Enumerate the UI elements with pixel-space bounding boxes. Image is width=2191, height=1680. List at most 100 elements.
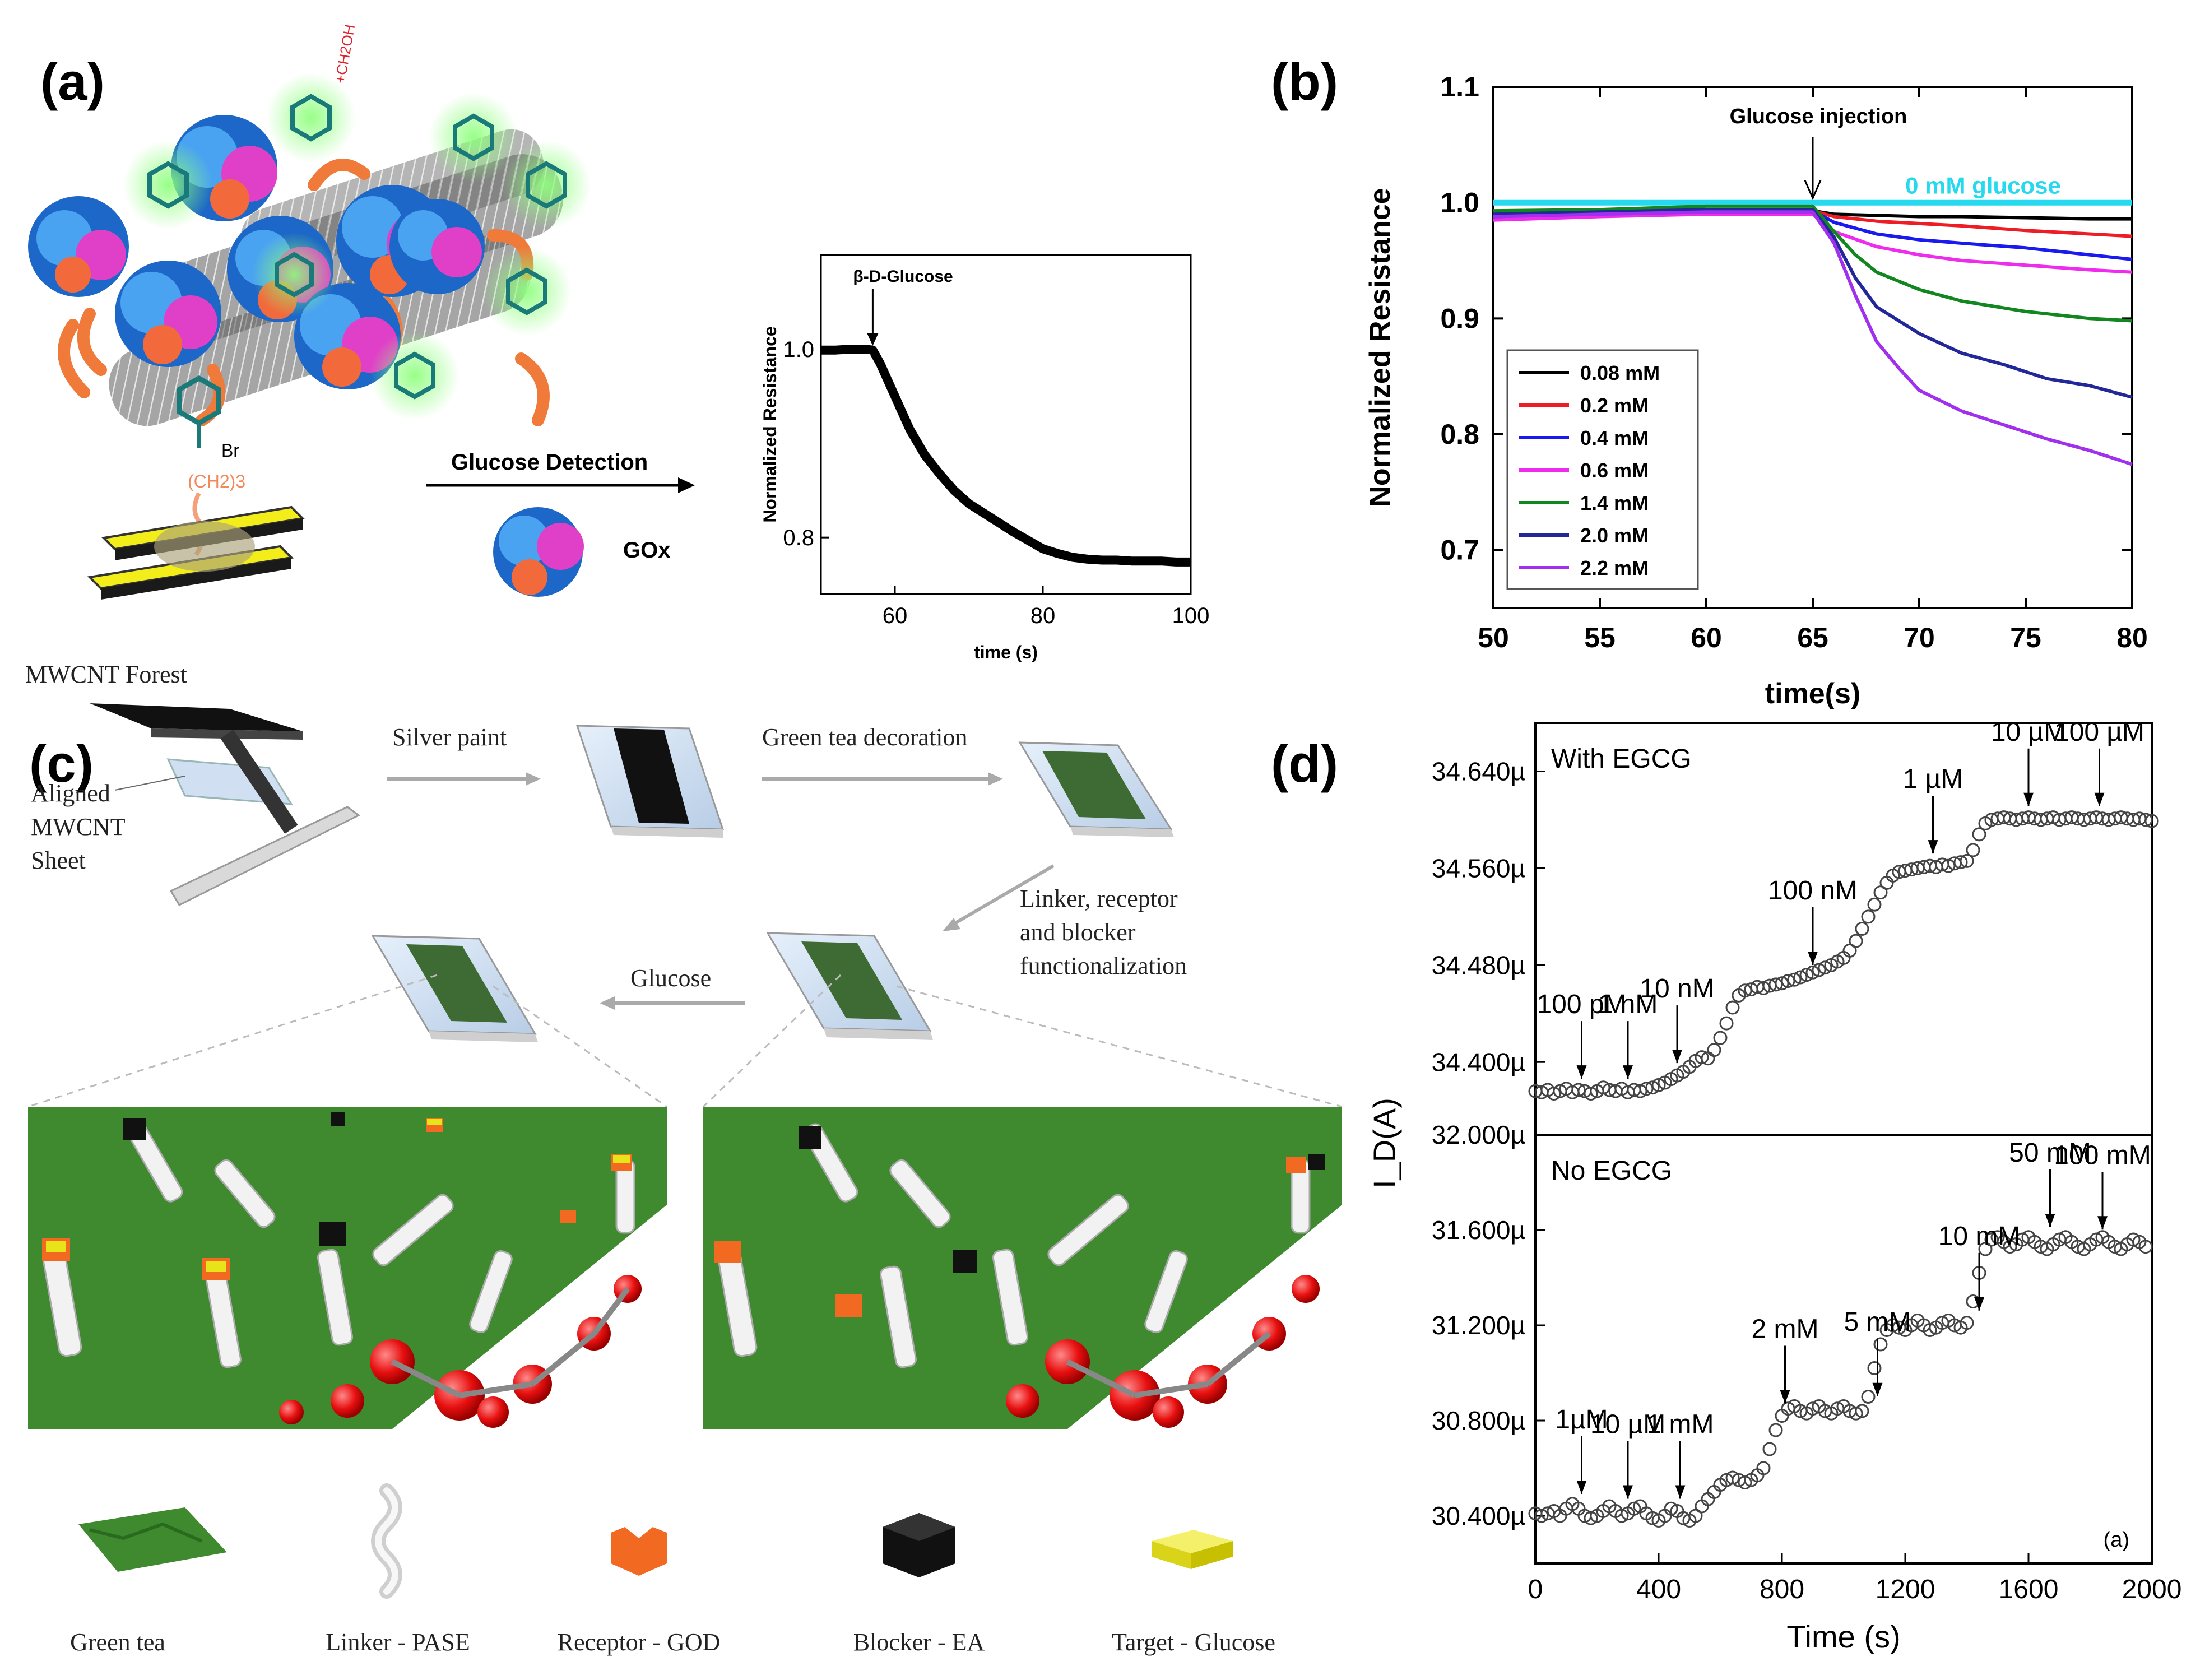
d-annot-label-2: 100 nM bbox=[1768, 876, 1858, 906]
d-point-2 bbox=[1842, 943, 1857, 958]
d-annot-head-2 bbox=[2094, 792, 2105, 806]
d-ytick-label: 34.640µ bbox=[1432, 757, 1525, 786]
d-annot-label-2: 1 nM bbox=[1598, 990, 1658, 1019]
a-inset-annotation-head bbox=[867, 333, 879, 346]
d-annot-head-3 bbox=[1872, 1382, 1883, 1396]
d-point-2 bbox=[1738, 983, 1752, 998]
d-point-2 bbox=[1960, 853, 1974, 868]
gold-electrodes bbox=[87, 505, 305, 600]
linker-chain: (CH2)3 bbox=[188, 471, 245, 556]
chain-label: (CH2)3 bbox=[188, 471, 245, 491]
d-point-2 bbox=[1787, 972, 1802, 987]
bromide-label: Br bbox=[221, 440, 239, 461]
receptors-left bbox=[42, 1112, 632, 1280]
d-xlabel: Time (s) bbox=[1786, 1619, 1900, 1654]
d-xtick-label: 400 bbox=[1636, 1575, 1681, 1604]
d-point-3 bbox=[1614, 1509, 1629, 1523]
d-annot-label-2: 10 µM bbox=[1991, 717, 2066, 747]
mwcnt-forest-title: MWCNT Forest bbox=[25, 661, 187, 688]
d-point-2 bbox=[1812, 963, 1826, 977]
step-functionalization-3: functionalization bbox=[1020, 952, 1187, 980]
d-ytick-label: 31.600µ bbox=[1432, 1215, 1525, 1245]
b-xtick-label: 70 bbox=[1904, 622, 1935, 653]
d-xtick-label: 1600 bbox=[1999, 1575, 2059, 1604]
d-point-2 bbox=[1972, 827, 1986, 842]
receptors-right bbox=[714, 1126, 1325, 1317]
d-xtick-label: 0 bbox=[1528, 1575, 1543, 1604]
d-annot-label-3: 5 mM bbox=[1844, 1307, 1911, 1337]
chart-a-inset: 60 80 100 0.8 1.0 time (s) Normalized Resistan… bbox=[760, 254, 1209, 662]
d-annot-head-3 bbox=[1576, 1481, 1587, 1494]
b-xtick-label: 60 bbox=[1691, 622, 1722, 653]
d-annot-head-3 bbox=[1675, 1485, 1686, 1499]
d-point-2 bbox=[2138, 813, 2153, 827]
b-series-line-7 bbox=[1493, 210, 2133, 466]
legend-label-4: Target - Glucose bbox=[1112, 1628, 1275, 1656]
slide-glucose bbox=[371, 935, 538, 1042]
d-annot-head-3 bbox=[2045, 1214, 2055, 1227]
d-ytick-label: 30.800µ bbox=[1432, 1406, 1525, 1435]
b-annotation-head bbox=[1804, 180, 1822, 201]
step-glucose: Glucose bbox=[630, 964, 711, 992]
aligned-sheet-label-2: MWCNT bbox=[31, 813, 126, 841]
b-xtick-label: 75 bbox=[2010, 622, 2041, 653]
d-annot-label-2: 10 nM bbox=[1640, 974, 1714, 1004]
d-xtick-label: 1200 bbox=[1876, 1575, 1935, 1604]
d-point-2 bbox=[1645, 1080, 1660, 1095]
b-series-line-6 bbox=[1493, 208, 2133, 399]
d-point-2 bbox=[1639, 1082, 1654, 1096]
legend-label-1: Linker - PASE bbox=[326, 1628, 470, 1656]
d-annot-label-3: 1 mM bbox=[1647, 1410, 1714, 1440]
d-ylabel: I_D(A) bbox=[1367, 1098, 1402, 1189]
d-point-3 bbox=[1886, 1318, 1900, 1333]
b-series-line-4 bbox=[1493, 212, 2133, 274]
d-point-2 bbox=[1805, 965, 1820, 980]
legend-label-3: Blocker - EA bbox=[853, 1628, 985, 1656]
d-annot-head-2 bbox=[1623, 1065, 1633, 1079]
d-annot-head-3 bbox=[1974, 1297, 1984, 1311]
d-point-2 bbox=[1571, 1083, 1586, 1097]
b-legend-label-3: 0.6 mM bbox=[1580, 459, 1649, 482]
d-ytick-label: 34.400µ bbox=[1432, 1047, 1525, 1076]
b-legend-label-6: 2.2 mM bbox=[1580, 556, 1649, 579]
d-ytick-label: 31.200µ bbox=[1432, 1311, 1525, 1340]
d-point-3 bbox=[1861, 1390, 1876, 1404]
d-point-2 bbox=[1867, 897, 1882, 912]
step-functionalization-2: and blocker bbox=[1020, 918, 1136, 946]
d-annot-label-3: 10 µM bbox=[1590, 1410, 1665, 1440]
b-ytick-label: 1.1 bbox=[1440, 71, 1479, 103]
d-point-3 bbox=[1762, 1442, 1777, 1456]
d-annot-label-3: 100 mM bbox=[2054, 1140, 2151, 1170]
d-point-2 bbox=[1799, 968, 1814, 982]
blocker-ea-icon bbox=[883, 1513, 955, 1577]
d-annot-head-2 bbox=[1672, 1050, 1682, 1064]
d-point-2 bbox=[1861, 909, 1876, 924]
b-ytick-label: 0.8 bbox=[1440, 419, 1479, 450]
b-xtick-label: 50 bbox=[1478, 622, 1509, 653]
d-point-3 bbox=[1867, 1361, 1882, 1375]
d-point-3 bbox=[1978, 1242, 1993, 1256]
d-point-2 bbox=[1768, 977, 1783, 992]
d-point-3 bbox=[1738, 1475, 1752, 1489]
d-annot-head-3 bbox=[2097, 1216, 2108, 1230]
b-legend-label-4: 1.4 mM bbox=[1580, 491, 1649, 514]
b-legend-label-1: 0.2 mM bbox=[1580, 394, 1649, 417]
aligned-sheet-label-1: Aligned bbox=[31, 779, 110, 807]
d-point-2 bbox=[1873, 885, 1888, 900]
d-corner-label: (a) bbox=[2104, 1528, 2129, 1552]
b-ytick-label: 1.0 bbox=[1440, 187, 1479, 219]
a-inset-xtick-label: 60 bbox=[883, 604, 908, 628]
zoom-box-right bbox=[703, 1107, 1342, 1429]
d-point-2 bbox=[1725, 1000, 1740, 1015]
d-point-2 bbox=[1775, 976, 1789, 991]
d-point-2 bbox=[1633, 1084, 1647, 1098]
d-annot-head-2 bbox=[1576, 1065, 1587, 1079]
legend-label-2: Receptor - GOD bbox=[558, 1628, 721, 1656]
b-legend-label-2: 0.4 mM bbox=[1580, 426, 1649, 449]
d-annot-label-3: 2 mM bbox=[1752, 1315, 1819, 1344]
aligned-sheet-label-3: Sheet bbox=[31, 847, 86, 874]
d-annot-head-3 bbox=[1780, 1390, 1790, 1404]
linker-pase-icon bbox=[371, 1483, 402, 1599]
d-ytick-label: 30.400µ bbox=[1432, 1501, 1525, 1530]
panel-label-c: (c) bbox=[29, 734, 94, 793]
